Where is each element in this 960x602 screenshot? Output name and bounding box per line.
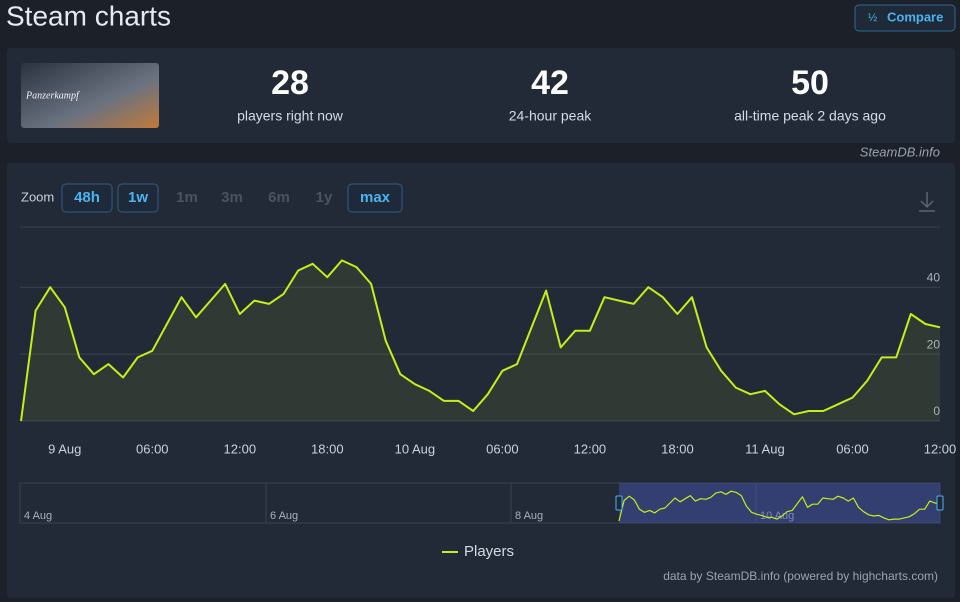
- stat-value: 28: [271, 64, 309, 102]
- zoom-button[interactable]: [61, 183, 113, 213]
- download-icon[interactable]: [919, 192, 935, 212]
- area: [21, 260, 940, 421]
- credits: data by SteamDB.info (powered by highcha…: [663, 569, 938, 583]
- zoom-button-label[interactable]: 1y: [316, 189, 333, 206]
- navigator-selection[interactable]: [619, 483, 940, 523]
- zoom-button[interactable]: [117, 183, 159, 213]
- zoom-buttons: 48h 1w 1m 3m 6m 1y max: [61, 183, 403, 213]
- zoom-button-label[interactable]: 1m: [176, 189, 198, 206]
- source-label: SteamDB.info: [860, 144, 940, 159]
- zoom-button-label[interactable]: 1w: [128, 189, 148, 206]
- stat-label: 24-hour peak: [509, 108, 593, 124]
- zoom-label: Zoom: [21, 189, 54, 204]
- x-tick-label: 18:00: [311, 441, 344, 456]
- compare-label[interactable]: Compare: [887, 9, 943, 24]
- y-tick-label: 40: [927, 270, 941, 284]
- x-tick-label: 9 Aug: [48, 441, 81, 456]
- x-tick-label: 12:00: [924, 441, 957, 456]
- stats-panel: [7, 48, 955, 143]
- stat-value: 50: [791, 64, 829, 102]
- zoom-button-label[interactable]: max: [360, 189, 391, 206]
- x-tick-label: 12:00: [224, 441, 257, 456]
- x-tick-label: 12:00: [574, 441, 607, 456]
- navigator: 4 Aug 6 Aug 8 Aug 10 Aug: [19, 482, 944, 524]
- page-title: Steam charts: [6, 0, 171, 31]
- zoom-button-label[interactable]: 6m: [268, 189, 290, 206]
- navigator-label: 6 Aug: [270, 510, 298, 522]
- navigator-handle[interactable]: [615, 495, 623, 511]
- navigator-handle[interactable]: [936, 495, 944, 511]
- x-tick-label: 11 Aug: [745, 441, 785, 456]
- y-tick-label: 0: [933, 404, 940, 418]
- compare-button[interactable]: [854, 4, 956, 32]
- stat-label: all-time peak 2 days ago: [734, 108, 886, 124]
- stat-label: players right now: [237, 108, 344, 124]
- chart-panel: [7, 163, 955, 598]
- game-logo: Panzerkampf: [25, 90, 80, 101]
- game-thumbnail[interactable]: [21, 63, 159, 128]
- zoom-button[interactable]: [347, 183, 403, 213]
- x-tick-label: 10 Aug: [395, 441, 436, 456]
- x-tick-label: 06:00: [836, 441, 869, 456]
- zoom-button-label[interactable]: 48h: [74, 189, 100, 206]
- stat-value: 42: [531, 64, 569, 102]
- x-tick-label: 06:00: [136, 441, 169, 456]
- y-tick-label: 20: [927, 337, 941, 351]
- compare-icon: ½: [868, 12, 877, 24]
- legend-label[interactable]: Players: [464, 543, 514, 560]
- x-tick-label: 06:00: [486, 441, 519, 456]
- line: [618, 490, 941, 522]
- line: [20, 259, 941, 422]
- zoom-button-label[interactable]: 3m: [221, 189, 243, 206]
- navigator-label: 8 Aug: [515, 510, 543, 522]
- x-tick-label: 18:00: [661, 441, 694, 456]
- navigator-label: 4 Aug: [24, 510, 52, 522]
- plot: 0 20 40 9 Aug 06:00 12:00 18:00 10 Aug 06:00 12:0…: [20, 226, 957, 456]
